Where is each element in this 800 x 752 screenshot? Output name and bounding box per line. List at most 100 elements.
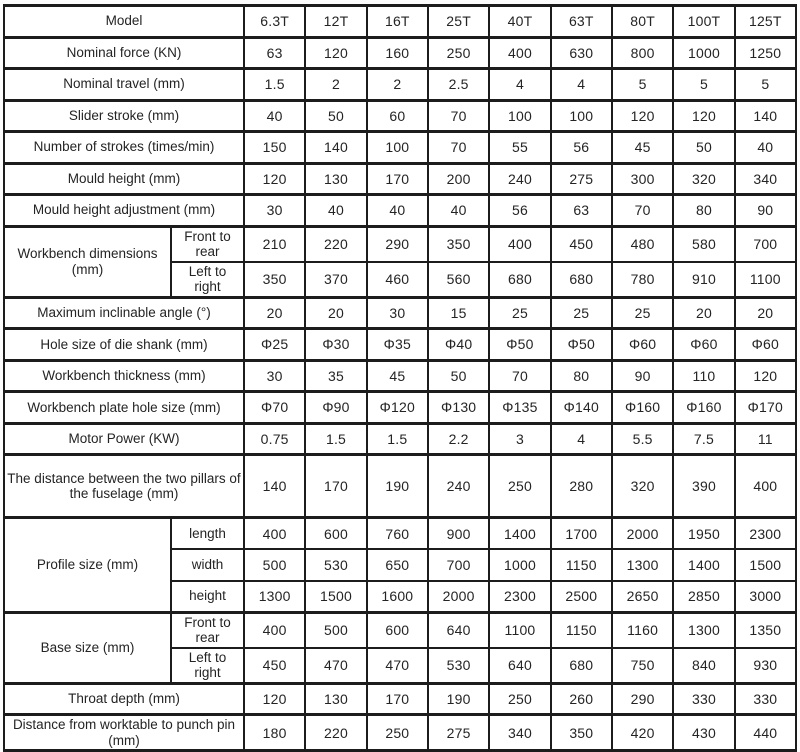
row-sublabel: Left to right xyxy=(170,260,245,299)
cell: 100 xyxy=(488,98,552,133)
cell: 1000 xyxy=(672,35,736,70)
table-row: Motor Power (KW) 0.75 1.5 1.5 2.2 3 4 5.5 7.5 11 xyxy=(3,421,798,457)
cell: 80T xyxy=(610,4,675,39)
row-label: Workbench plate hole size (mm) xyxy=(3,390,245,425)
cell: 700 xyxy=(426,548,491,582)
table-row: Model 6.3T 12T 16T 25T 40T 63T 80T 100T 125T xyxy=(3,4,798,39)
cell: 1600 xyxy=(365,579,429,614)
cell: 60 xyxy=(365,98,429,133)
cell: 700 xyxy=(733,224,798,263)
cell: 350 xyxy=(242,260,307,299)
cell: 320 xyxy=(610,453,675,520)
spec-table-container: Model 6.3T 12T 16T 25T 40T 63T 80T 100T 125T Nomin… xyxy=(3,4,798,752)
cell: 50 xyxy=(304,98,368,133)
cell: 170 xyxy=(365,681,429,717)
cell: 1300 xyxy=(610,548,675,582)
cell: 450 xyxy=(242,646,307,685)
cell: 30 xyxy=(242,358,307,394)
cell: 45 xyxy=(610,130,675,165)
cell: 35 xyxy=(304,358,368,394)
cell: 5 xyxy=(610,67,675,102)
cell: 80 xyxy=(549,358,613,394)
cell: 650 xyxy=(365,548,429,582)
cell: 1150 xyxy=(549,548,613,582)
cell: 80 xyxy=(672,193,736,228)
cell: 220 xyxy=(304,224,368,263)
cell: 40T xyxy=(488,4,552,39)
row-label: Model xyxy=(3,4,245,39)
cell: 1400 xyxy=(488,516,552,551)
cell: 56 xyxy=(488,193,552,228)
cell: 130 xyxy=(304,161,368,196)
cell: 40 xyxy=(242,98,307,133)
cell: 530 xyxy=(304,548,368,582)
row-label: Slider stroke (mm) xyxy=(3,98,245,133)
row-label: Motor Power (KW) xyxy=(3,421,245,457)
cell: Φ25 xyxy=(242,327,307,362)
spec-table-body: Model 6.3T 12T 16T 25T 40T 63T 80T 100T 125T Nomin… xyxy=(3,4,798,752)
cell: 140 xyxy=(242,453,307,520)
cell: 40 xyxy=(365,193,429,228)
cell: 1.5 xyxy=(304,421,368,457)
cell: 340 xyxy=(488,713,552,752)
table-row: Distance from worktable to punch pin (mm… xyxy=(3,713,798,752)
cell: 2850 xyxy=(672,579,736,614)
row-label: Throat depth (mm) xyxy=(3,681,245,717)
cell: 400 xyxy=(488,224,552,263)
cell: Φ130 xyxy=(426,390,491,425)
cell: 5.5 xyxy=(610,421,675,457)
row-label: Nominal force (KN) xyxy=(3,35,245,70)
cell: 630 xyxy=(549,35,613,70)
cell: 1160 xyxy=(610,610,675,649)
cell: 50 xyxy=(672,130,736,165)
cell: 2 xyxy=(304,67,368,102)
table-row: Mould height adjustment (mm) 30 40 40 40 56 63… xyxy=(3,193,798,228)
cell: 2.2 xyxy=(426,421,491,457)
cell: 250 xyxy=(365,713,429,752)
row-sublabel: length xyxy=(170,516,245,551)
cell: 40 xyxy=(733,130,798,165)
row-label: Mould height adjustment (mm) xyxy=(3,193,245,228)
table-row: Nominal travel (mm) 1.5 2 2 2.5 4 4 5 5 5 xyxy=(3,67,798,102)
cell: 1100 xyxy=(733,260,798,299)
cell: 290 xyxy=(610,681,675,717)
cell: 1.5 xyxy=(365,421,429,457)
cell: 120 xyxy=(672,98,736,133)
cell: 1150 xyxy=(549,610,613,649)
cell: 680 xyxy=(549,646,613,685)
cell: 440 xyxy=(733,713,798,752)
row-sublabel: Front to rear xyxy=(170,224,245,263)
cell: 460 xyxy=(365,260,429,299)
row-label: Distance from worktable to punch pin (mm… xyxy=(3,713,245,752)
row-sublabel: Left to right xyxy=(170,646,245,685)
cell: 480 xyxy=(610,224,675,263)
cell: 530 xyxy=(426,646,491,685)
cell: 125T xyxy=(733,4,798,39)
cell: 2300 xyxy=(488,579,552,614)
cell: 350 xyxy=(549,713,613,752)
cell: 250 xyxy=(488,453,552,520)
cell: 4 xyxy=(488,67,552,102)
table-row: Workbench thickness (mm) 30 35 45 50 70 80 90 11… xyxy=(3,358,798,394)
cell: 420 xyxy=(610,713,675,752)
cell: 275 xyxy=(549,161,613,196)
cell: 120 xyxy=(733,358,798,394)
cell: 25 xyxy=(549,295,613,331)
cell: 280 xyxy=(549,453,613,520)
cell: 40 xyxy=(304,193,368,228)
cell: 1500 xyxy=(733,548,798,582)
cell: 400 xyxy=(242,610,307,649)
cell: 90 xyxy=(733,193,798,228)
row-label: Workbench thickness (mm) xyxy=(3,358,245,394)
cell: 430 xyxy=(672,713,736,752)
cell: 2000 xyxy=(610,516,675,551)
cell: 290 xyxy=(365,224,429,263)
cell: 1700 xyxy=(549,516,613,551)
table-row: Throat depth (mm) 120 130 170 190 250 260 290 33… xyxy=(3,681,798,717)
cell: 3000 xyxy=(733,579,798,614)
cell: 45 xyxy=(365,358,429,394)
cell: 70 xyxy=(610,193,675,228)
cell: 150 xyxy=(242,130,307,165)
cell: Φ60 xyxy=(672,327,736,362)
cell: 780 xyxy=(610,260,675,299)
